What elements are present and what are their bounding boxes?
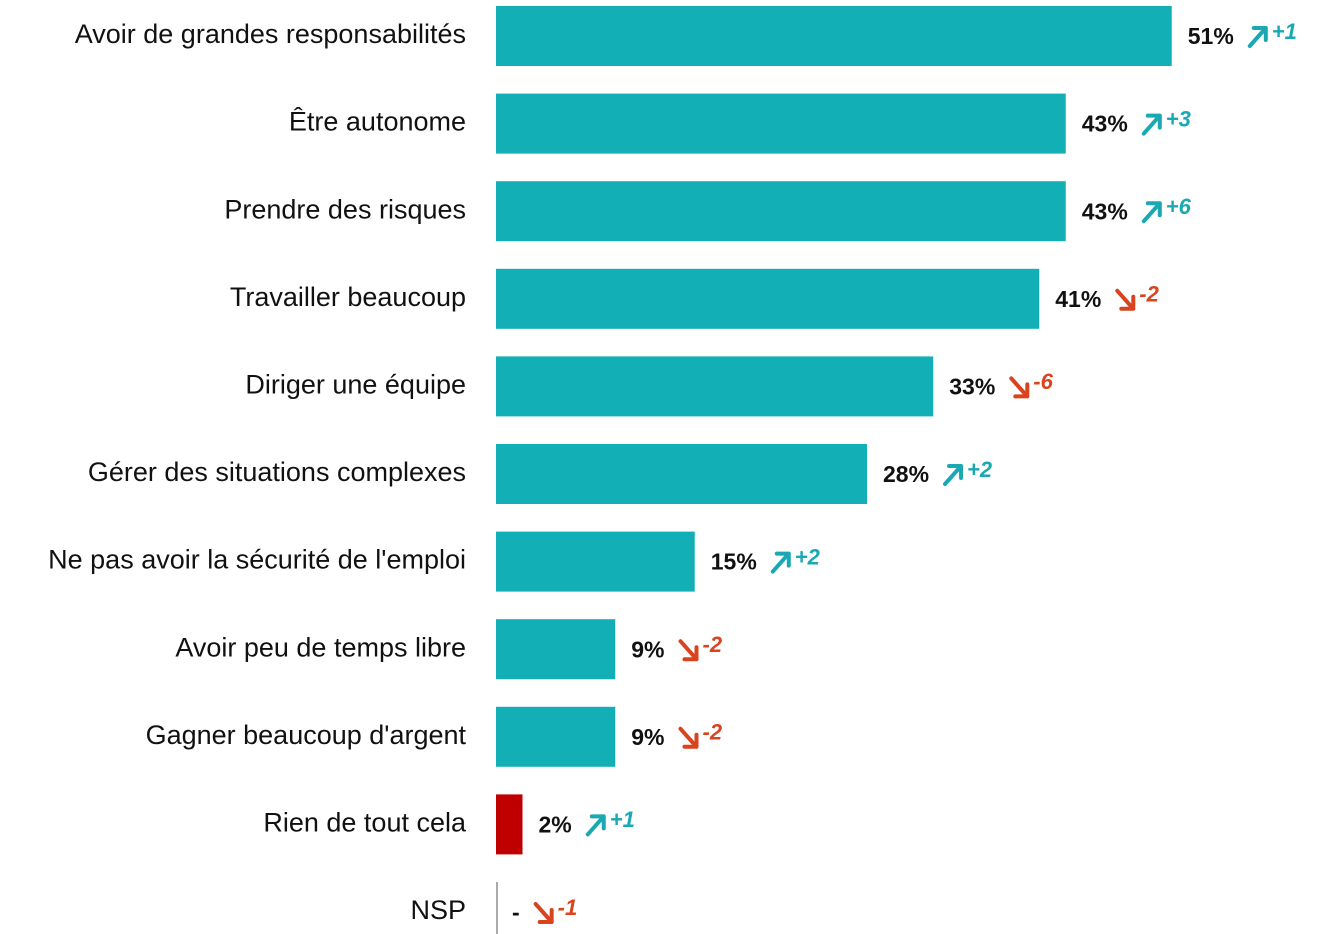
value-label: 43%	[1082, 111, 1128, 137]
category-label: NSP	[410, 895, 466, 925]
category-label: Gérer des situations complexes	[88, 457, 466, 487]
category-label: Avoir de grandes responsabilités	[75, 19, 466, 49]
trend-arrow	[678, 726, 699, 749]
category-label: Rien de tout cela	[263, 808, 467, 838]
category-label: Être autonome	[289, 106, 466, 137]
change-label: -2	[703, 720, 723, 745]
arrow-shape	[1141, 201, 1162, 224]
trend-arrow	[1115, 288, 1136, 311]
arrow-shape	[678, 639, 699, 662]
value-label: 9%	[631, 636, 664, 662]
trend-arrow	[678, 639, 699, 662]
arrow-shape	[1115, 288, 1136, 311]
change-label: +2	[967, 457, 993, 482]
change-label: +6	[1166, 194, 1192, 219]
change-label: -2	[703, 632, 723, 657]
trend-arrow	[1141, 201, 1162, 224]
trend-arrow	[770, 551, 791, 574]
trend-arrow	[1009, 376, 1030, 399]
category-label: Avoir peu de temps libre	[175, 632, 466, 662]
arrow-shape	[943, 464, 964, 486]
bar	[496, 444, 867, 504]
value-label: 41%	[1055, 286, 1101, 312]
category-label: Ne pas avoir la sécurité de l'emploi	[48, 545, 466, 575]
trend-arrow	[943, 464, 964, 486]
arrow-shape	[770, 551, 791, 574]
value-label: 43%	[1082, 198, 1128, 224]
trend-arrow	[1247, 26, 1268, 48]
category-label: Diriger une équipe	[245, 370, 466, 400]
value-label: 33%	[949, 373, 995, 399]
value-label: 51%	[1188, 23, 1234, 49]
value-label: 15%	[711, 549, 757, 575]
arrow-shape	[1141, 113, 1162, 136]
arrow-shape	[1247, 26, 1268, 48]
arrow-shape	[678, 726, 699, 749]
category-label: Prendre des risques	[224, 194, 466, 224]
bar	[496, 356, 934, 417]
change-label: -1	[558, 895, 578, 920]
value-label: -	[512, 899, 520, 925]
category-label: Gagner beaucoup d'argent	[146, 720, 467, 750]
trend-arrow	[533, 902, 554, 924]
arrow-shape	[1009, 376, 1030, 399]
bar	[496, 93, 1066, 154]
value-label: 9%	[631, 724, 664, 750]
trend-arrow	[1141, 113, 1162, 136]
change-label: -6	[1033, 369, 1053, 394]
bar	[496, 706, 616, 767]
value-label: 28%	[883, 461, 929, 487]
trend-arrow	[585, 814, 606, 837]
change-label: +2	[795, 544, 821, 569]
change-label: -2	[1139, 282, 1159, 307]
value-label: 2%	[539, 811, 572, 837]
change-label: +1	[610, 807, 635, 832]
bar	[496, 794, 523, 855]
arrow-shape	[585, 814, 606, 837]
change-label: +3	[1166, 106, 1191, 131]
bar	[496, 619, 616, 680]
bar	[496, 181, 1066, 242]
change-label: +1	[1272, 19, 1297, 44]
arrow-shape	[533, 902, 554, 924]
bar	[496, 268, 1040, 329]
bar	[496, 6, 1172, 66]
category-label: Travailler beaucoup	[230, 282, 466, 312]
bar	[496, 531, 695, 592]
